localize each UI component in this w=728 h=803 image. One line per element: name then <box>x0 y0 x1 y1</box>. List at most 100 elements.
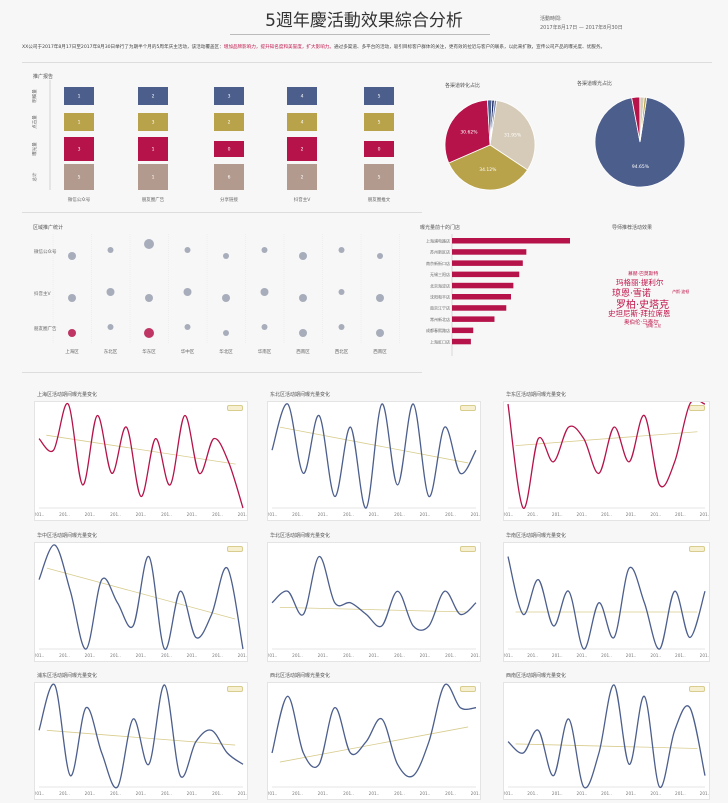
promo-cell-value: 3 <box>152 120 155 126</box>
trend-x-tick: 201.. <box>369 791 380 796</box>
trend-series-line <box>38 544 244 650</box>
trend-x-tick: 201.. <box>161 653 172 658</box>
promo-cell <box>287 164 317 190</box>
trend-x-tick: 201.. <box>212 512 223 517</box>
region-point <box>261 247 268 253</box>
promo-column-label: 朋友圈广告 <box>142 196 165 203</box>
store-label: 上海虹口店 <box>430 338 450 344</box>
trend-line-chart: 201.. 201.. 201.. 201.. 201.. 201.. 201.. 201..… <box>268 683 480 796</box>
region-point <box>223 253 229 259</box>
channel-conversion-pie: 31.95% 34.12% 30.62% <box>444 99 536 191</box>
trend-x-tick: 201.. <box>110 512 121 517</box>
activity-time-range: 2017年8月17日 — 2017年8月30日 <box>540 25 623 31</box>
promo-row-label: 曝光量 <box>31 142 38 156</box>
store-label: 无锡三阳店 <box>430 271 450 277</box>
region-point <box>106 288 115 296</box>
promo-cell <box>214 113 244 131</box>
trend-x-tick: 201.. <box>85 512 96 517</box>
trend-legend-toggle[interactable] <box>460 405 476 411</box>
trend-card-title: 华东区活动期间曝光量变化 <box>506 392 567 398</box>
promo-cell-value: 3 <box>228 94 231 100</box>
trend-legend-toggle[interactable] <box>460 546 476 552</box>
trend-regression-line <box>46 434 236 465</box>
cloud-word: 慕赫·巴莫斯特 <box>628 272 659 277</box>
store-label: 沈阳和平店 <box>430 294 450 300</box>
region-column-label: 上海区 <box>65 348 79 355</box>
trend-x-tick: 201.. <box>650 512 661 517</box>
region-point <box>184 324 191 330</box>
region-point <box>260 288 269 296</box>
region-point <box>376 329 384 337</box>
promo-cell <box>138 113 168 131</box>
trend-line-chart: 201.. 201.. 201.. 201.. 201.. 201.. 201.. 201..… <box>504 684 709 796</box>
trend-x-tick: 201.. <box>318 653 329 658</box>
trend-x-tick: 201.. <box>626 653 637 658</box>
trend-card-title: 西南区活动期间曝光量变化 <box>506 673 567 679</box>
store-bar <box>452 327 474 334</box>
promo-cell <box>138 87 168 105</box>
trend-line-chart: 201.. 201.. 201.. 201.. 201.. 201.. 201.. 201..… <box>35 544 247 658</box>
trend-series-line <box>507 402 706 509</box>
region-column-label: 西南区 <box>373 348 387 355</box>
region-column-label: 东北区 <box>104 348 118 355</box>
trend-x-tick: 201.. <box>527 653 538 658</box>
pie2-title: 各渠道曝光占比 <box>577 81 613 87</box>
store-bar <box>452 305 507 311</box>
trend-legend-toggle[interactable] <box>689 405 705 411</box>
trend-series-line <box>507 556 706 650</box>
promo-cell-value: 5 <box>378 120 381 126</box>
promo-cell <box>214 164 244 190</box>
promo-cell-value: 6 <box>228 175 231 181</box>
trend-x-tick: 201.. <box>85 791 96 796</box>
trend-x-tick: 201.. <box>552 512 563 517</box>
trend-legend-toggle[interactable] <box>227 686 243 692</box>
trend-x-tick: 201.. <box>268 653 277 658</box>
trend-x-tick: 201.. <box>552 653 563 658</box>
trend-line-chart: 201.. 201.. 201.. 201.. 201.. 201.. 201.. 201..… <box>268 555 480 658</box>
region-column-label: 西南区 <box>296 348 310 355</box>
title-divider <box>230 34 490 35</box>
trend-legend-toggle[interactable] <box>689 546 705 552</box>
trend-x-tick: 201.. <box>35 791 44 796</box>
trend-legend-toggle[interactable] <box>460 686 476 692</box>
promo-cell-value: 1 <box>152 175 155 181</box>
trend-line-chart: 201.. 201.. 201.. 201.. 201.. 201.. 201.. 201..… <box>504 556 709 658</box>
trend-x-tick: 201.. <box>268 791 277 796</box>
trend-card-title: 西北区活动期间曝光量变化 <box>270 673 331 679</box>
cloud-word: 瑟曦·兰尼 <box>646 324 662 328</box>
region-point <box>338 324 345 330</box>
promo-cell <box>214 87 244 105</box>
trend-card: 东北区活动期间曝光量变化 201.. 201.. 201.. 201.. 201.. 20… <box>267 392 481 521</box>
trend-series-line <box>38 403 244 509</box>
trend-x-tick: 201.. <box>59 653 70 658</box>
trend-line-chart: 201.. 201.. 201.. 201.. 201.. 201.. 201.. 201..… <box>35 683 247 796</box>
promo-cell <box>364 164 394 190</box>
trend-x-tick: 201.. <box>504 653 513 658</box>
pie-slice <box>489 99 498 146</box>
pie-label: 34.12% <box>479 167 497 173</box>
promo-cell <box>64 87 94 105</box>
trend-x-tick: 201.. <box>292 512 303 517</box>
trend-card-title: 东北区活动期间曝光量变化 <box>270 392 331 398</box>
region-row-label: 朋友圈广告 <box>34 325 57 332</box>
trend-legend-toggle[interactable] <box>227 405 243 411</box>
pie-slice <box>594 97 686 188</box>
pie-slice <box>448 144 529 191</box>
region-column-label: 华北区 <box>219 348 233 355</box>
pie1-title: 各渠道转化占比 <box>445 83 481 89</box>
cloud-word: 史坦尼斯·拜拉席恩 <box>608 309 671 318</box>
trend-x-tick: 201.. <box>238 512 247 517</box>
trend-x-tick: 201.. <box>675 791 686 796</box>
trend-x-tick: 201.. <box>292 791 303 796</box>
trend-legend-toggle[interactable] <box>227 546 243 552</box>
trend-series-line <box>507 684 706 789</box>
promo-cell <box>138 164 168 190</box>
store-bar <box>452 249 527 255</box>
trend-x-tick: 201.. <box>527 791 538 796</box>
trend-x-tick: 201.. <box>136 512 147 517</box>
trend-x-tick: 201.. <box>292 653 303 658</box>
store-bar <box>452 282 514 289</box>
trend-legend-toggle[interactable] <box>689 686 705 692</box>
